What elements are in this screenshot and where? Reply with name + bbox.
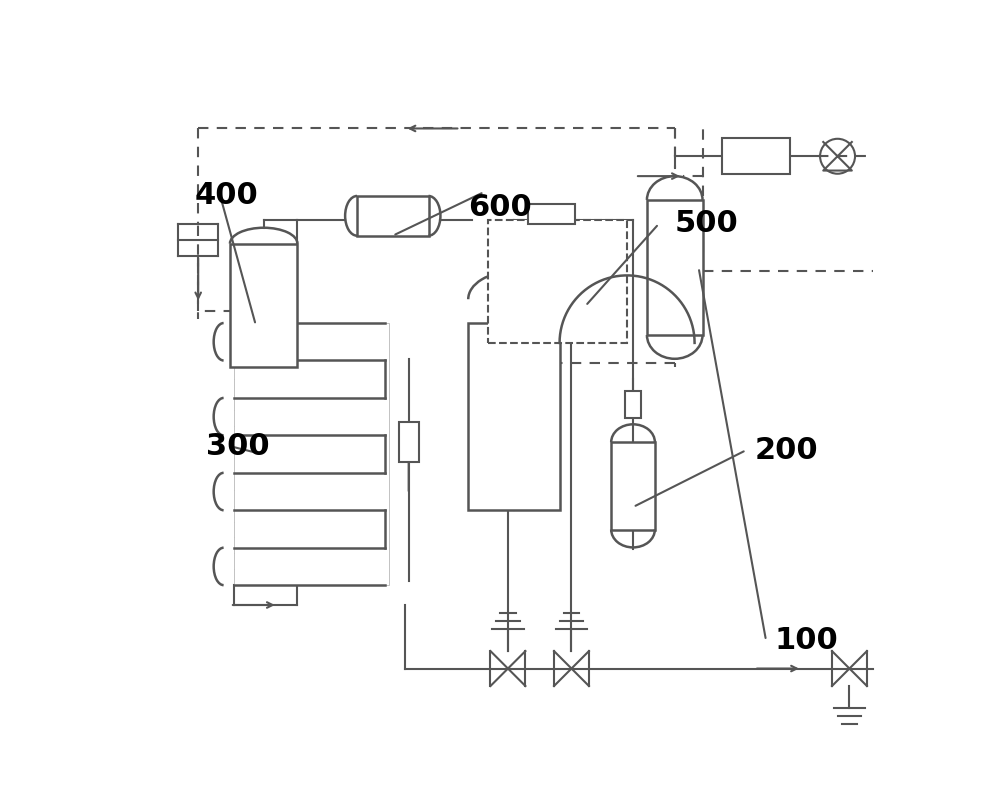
Text: 300: 300 xyxy=(206,432,270,461)
Bar xyxy=(504,256,524,287)
Text: 200: 200 xyxy=(754,436,818,465)
Text: 400: 400 xyxy=(194,182,258,210)
Text: 500: 500 xyxy=(675,210,738,238)
Bar xyxy=(722,138,790,174)
Bar xyxy=(357,196,429,236)
Bar xyxy=(230,244,297,367)
Bar xyxy=(528,204,575,224)
Bar xyxy=(611,442,655,529)
Bar xyxy=(468,323,560,510)
Bar xyxy=(399,422,419,462)
Bar xyxy=(234,323,389,585)
Text: 600: 600 xyxy=(468,194,532,222)
Bar xyxy=(625,391,641,418)
Text: 100: 100 xyxy=(774,626,838,655)
Bar xyxy=(488,220,627,343)
Bar xyxy=(647,200,703,335)
